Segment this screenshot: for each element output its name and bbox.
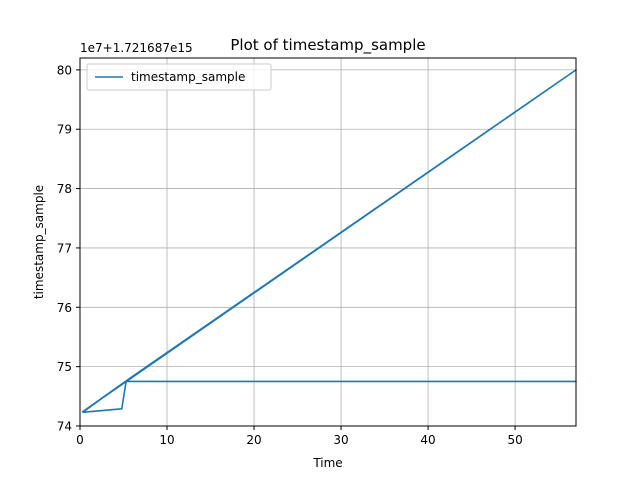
legend-label: timestamp_sample [131, 70, 245, 84]
x-tick-label: 0 [76, 433, 84, 447]
x-tick-label: 40 [420, 433, 435, 447]
y-tick-label: 80 [57, 63, 72, 77]
y-tick-label: 79 [57, 123, 72, 137]
chart-title: Plot of timestamp_sample [230, 36, 425, 55]
series-line [81, 69, 577, 414]
y-tick-label: 78 [57, 182, 72, 196]
x-tick-label: 50 [507, 433, 522, 447]
y-axis-label: timestamp_sample [32, 185, 46, 299]
y-axis-offset-label: 1e7+1.721687e15 [80, 41, 193, 55]
legend: timestamp_sample [86, 63, 272, 91]
y-tick-label: 74 [57, 420, 72, 434]
x-axis-ticks: 0 10 20 30 40 50 [76, 426, 523, 447]
x-tick-label: 30 [333, 433, 348, 447]
x-tick-label: 20 [246, 433, 261, 447]
y-axis-ticks: 74 75 76 77 78 79 80 [57, 63, 80, 434]
series-layer [81, 69, 577, 414]
plot-frame [79, 57, 577, 427]
legend-box [86, 63, 272, 91]
x-tick-label: 10 [159, 433, 174, 447]
y-tick-label: 77 [57, 241, 72, 255]
y-tick-label: 75 [57, 360, 72, 374]
y-tick-label: 76 [57, 301, 72, 315]
x-axis-label: Time [312, 456, 342, 470]
